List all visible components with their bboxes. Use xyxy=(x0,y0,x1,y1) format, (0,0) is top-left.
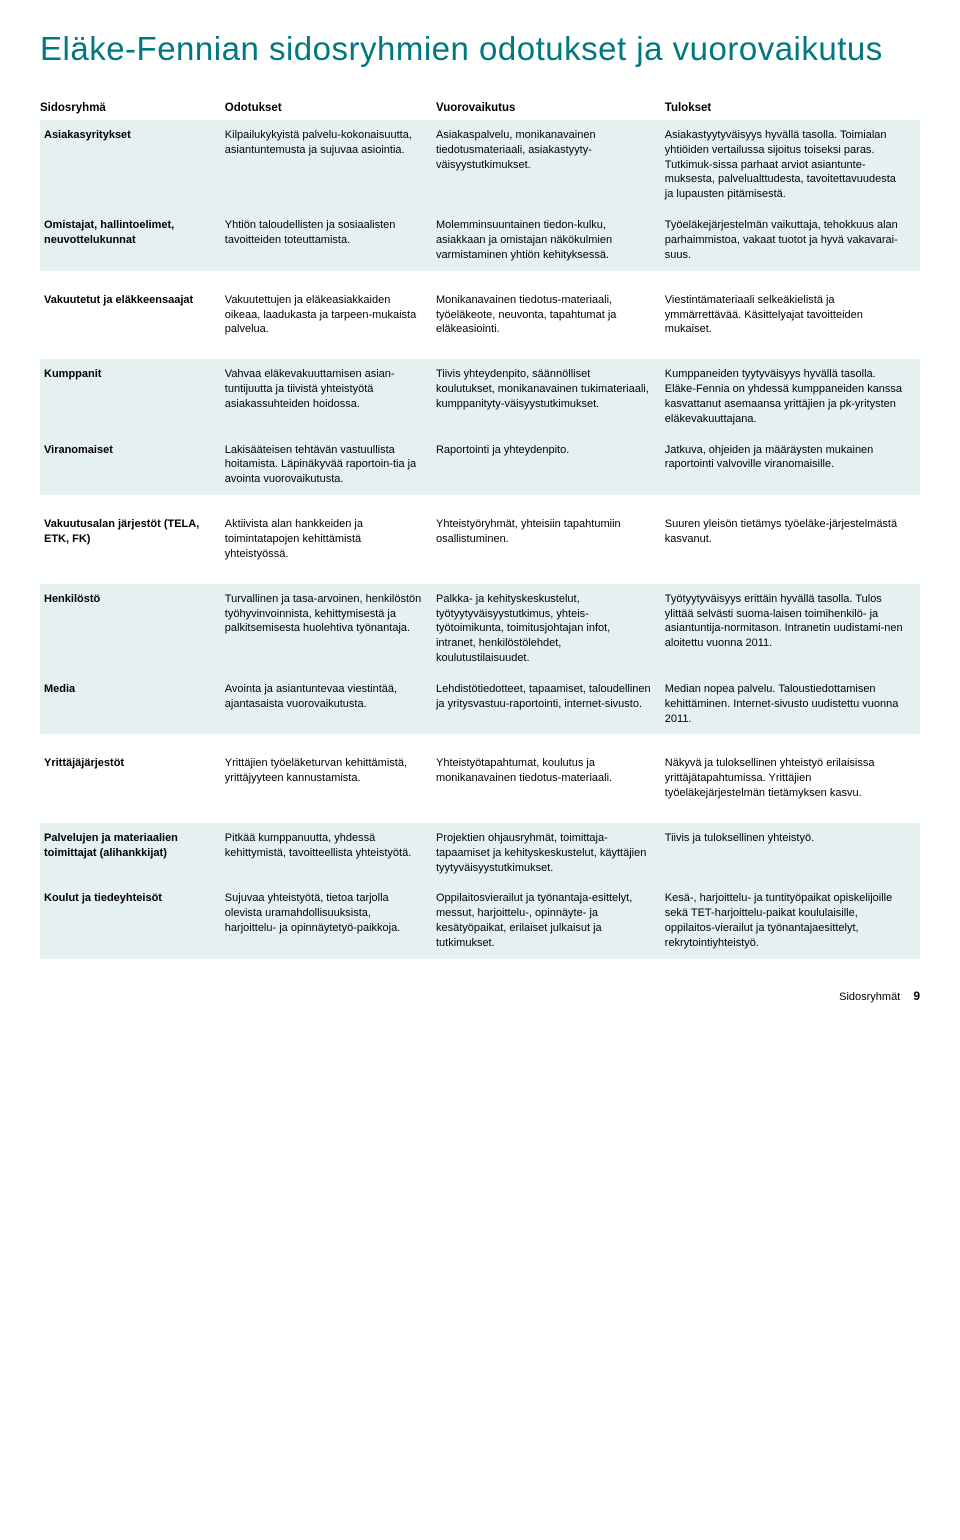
table-row: KumppanitVahvaa eläkevakuuttamisen asian… xyxy=(40,359,920,434)
cell-results: Kesä-, harjoittelu- ja tuntityöpaikat op… xyxy=(665,883,920,958)
cell-group: Viranomaiset xyxy=(40,435,225,496)
cell-results: Viestintämateriaali selkeäkielistä ja ym… xyxy=(665,285,920,346)
cell-interaction: Palkka- ja kehityskeskustelut, työtyytyv… xyxy=(436,584,665,674)
page-footer: Sidosryhmät 9 xyxy=(40,989,920,1003)
table-row: MediaAvointa ja asiantuntevaa viestintää… xyxy=(40,674,920,735)
cell-interaction: Monikanavainen tiedotus-materiaali, työe… xyxy=(436,285,665,346)
table-spacer xyxy=(40,734,920,748)
table-spacer xyxy=(40,345,920,359)
cell-expectations: Pitkää kumppanuutta, yhdessä kehittymist… xyxy=(225,823,436,884)
cell-interaction: Molemminsuuntainen tiedon-kulku, asiakka… xyxy=(436,210,665,271)
cell-interaction: Asiakaspalvelu, monikanavainen tiedotusm… xyxy=(436,120,665,210)
cell-results: Asiakastyytyväisyys hyvällä tasolla. Toi… xyxy=(665,120,920,210)
cell-expectations: Lakisääteisen tehtävän vastuullista hoit… xyxy=(225,435,436,496)
cell-interaction: Projektien ohjausryhmät, toimittaja-tapa… xyxy=(436,823,665,884)
table-spacer xyxy=(40,570,920,584)
cell-expectations: Avointa ja asiantuntevaa viestintää, aja… xyxy=(225,674,436,735)
footer-page: 9 xyxy=(913,989,920,1003)
cell-results: Jatkuva, ohjeiden ja määräysten mukainen… xyxy=(665,435,920,496)
cell-interaction: Raportointi ja yhteydenpito. xyxy=(436,435,665,496)
header-row: Sidosryhmä Odotukset Vuorovaikutus Tulok… xyxy=(40,96,920,120)
cell-interaction: Yhteistyöryhmät, yhteisiin tapahtumiin o… xyxy=(436,509,665,570)
stakeholder-table: Sidosryhmä Odotukset Vuorovaikutus Tulok… xyxy=(40,96,920,959)
cell-expectations: Vakuutettujen ja eläkeasiakkaiden oikeaa… xyxy=(225,285,436,346)
cell-expectations: Yrittäjien työeläketurvan kehittämistä, … xyxy=(225,748,436,809)
table-row: Vakuutetut ja eläkkeensaajatVakuutettuje… xyxy=(40,285,920,346)
table-row: Omistajat, hallintoelimet, neuvottelukun… xyxy=(40,210,920,271)
footer-label: Sidosryhmät xyxy=(839,991,900,1003)
cell-group: Asiakasyritykset xyxy=(40,120,225,210)
cell-results: Median nopea palvelu. Taloustiedottamise… xyxy=(665,674,920,735)
cell-group: Koulut ja tiedeyhteisöt xyxy=(40,883,225,958)
cell-results: Työtyytyväisyys erittäin hyvällä tasolla… xyxy=(665,584,920,674)
cell-results: Tiivis ja tuloksellinen yhteistyö. xyxy=(665,823,920,884)
cell-expectations: Aktiivista alan hankkeiden ja toimintata… xyxy=(225,509,436,570)
cell-group: Henkilöstö xyxy=(40,584,225,674)
cell-interaction: Oppilaitosvierailut ja työnantaja-esitte… xyxy=(436,883,665,958)
table-row: ViranomaisetLakisääteisen tehtävän vastu… xyxy=(40,435,920,496)
cell-results: Kumppaneiden tyytyväisyys hyvällä tasoll… xyxy=(665,359,920,434)
cell-results: Työeläkejärjestelmän vaikuttaja, tehokku… xyxy=(665,210,920,271)
page-title: Eläke-Fennian sidosryhmien odotukset ja … xyxy=(40,30,920,68)
cell-interaction: Tiivis yhteydenpito, säännölliset koulut… xyxy=(436,359,665,434)
col-expectations: Odotukset xyxy=(225,96,436,120)
table-row: Vakuutusalan järjestöt (TELA, ETK, FK)Ak… xyxy=(40,509,920,570)
table-spacer xyxy=(40,271,920,285)
cell-group: Media xyxy=(40,674,225,735)
table-row: Palvelujen ja materiaalien toimittajat (… xyxy=(40,823,920,884)
cell-expectations: Turvallinen ja tasa-arvoinen, henkilöstö… xyxy=(225,584,436,674)
cell-group: Yrittäjäjärjestöt xyxy=(40,748,225,809)
col-interaction: Vuorovaikutus xyxy=(436,96,665,120)
col-group: Sidosryhmä xyxy=(40,96,225,120)
col-results: Tulokset xyxy=(665,96,920,120)
cell-group: Omistajat, hallintoelimet, neuvottelukun… xyxy=(40,210,225,271)
table-row: YrittäjäjärjestötYrittäjien työeläketurv… xyxy=(40,748,920,809)
table-row: Koulut ja tiedeyhteisötSujuvaa yhteistyö… xyxy=(40,883,920,958)
cell-expectations: Sujuvaa yhteistyötä, tietoa tarjolla ole… xyxy=(225,883,436,958)
cell-expectations: Yhtiön taloudellisten ja sosiaalisten ta… xyxy=(225,210,436,271)
cell-group: Palvelujen ja materiaalien toimittajat (… xyxy=(40,823,225,884)
cell-interaction: Yhteistyötapahtumat, koulutus ja monikan… xyxy=(436,748,665,809)
table-row: HenkilöstöTurvallinen ja tasa-arvoinen, … xyxy=(40,584,920,674)
cell-group: Vakuutusalan järjestöt (TELA, ETK, FK) xyxy=(40,509,225,570)
cell-expectations: Kilpailukykyistä palvelu-kokonaisuutta, … xyxy=(225,120,436,210)
cell-expectations: Vahvaa eläkevakuuttamisen asian-tuntijuu… xyxy=(225,359,436,434)
table-spacer xyxy=(40,495,920,509)
table-spacer xyxy=(40,809,920,823)
cell-interaction: Lehdistötiedotteet, tapaamiset, taloudel… xyxy=(436,674,665,735)
table-row: AsiakasyrityksetKilpailukykyistä palvelu… xyxy=(40,120,920,210)
cell-results: Näkyvä ja tuloksellinen yhteistyö erilai… xyxy=(665,748,920,809)
cell-results: Suuren yleisön tietämys työeläke-järjest… xyxy=(665,509,920,570)
cell-group: Vakuutetut ja eläkkeensaajat xyxy=(40,285,225,346)
cell-group: Kumppanit xyxy=(40,359,225,434)
